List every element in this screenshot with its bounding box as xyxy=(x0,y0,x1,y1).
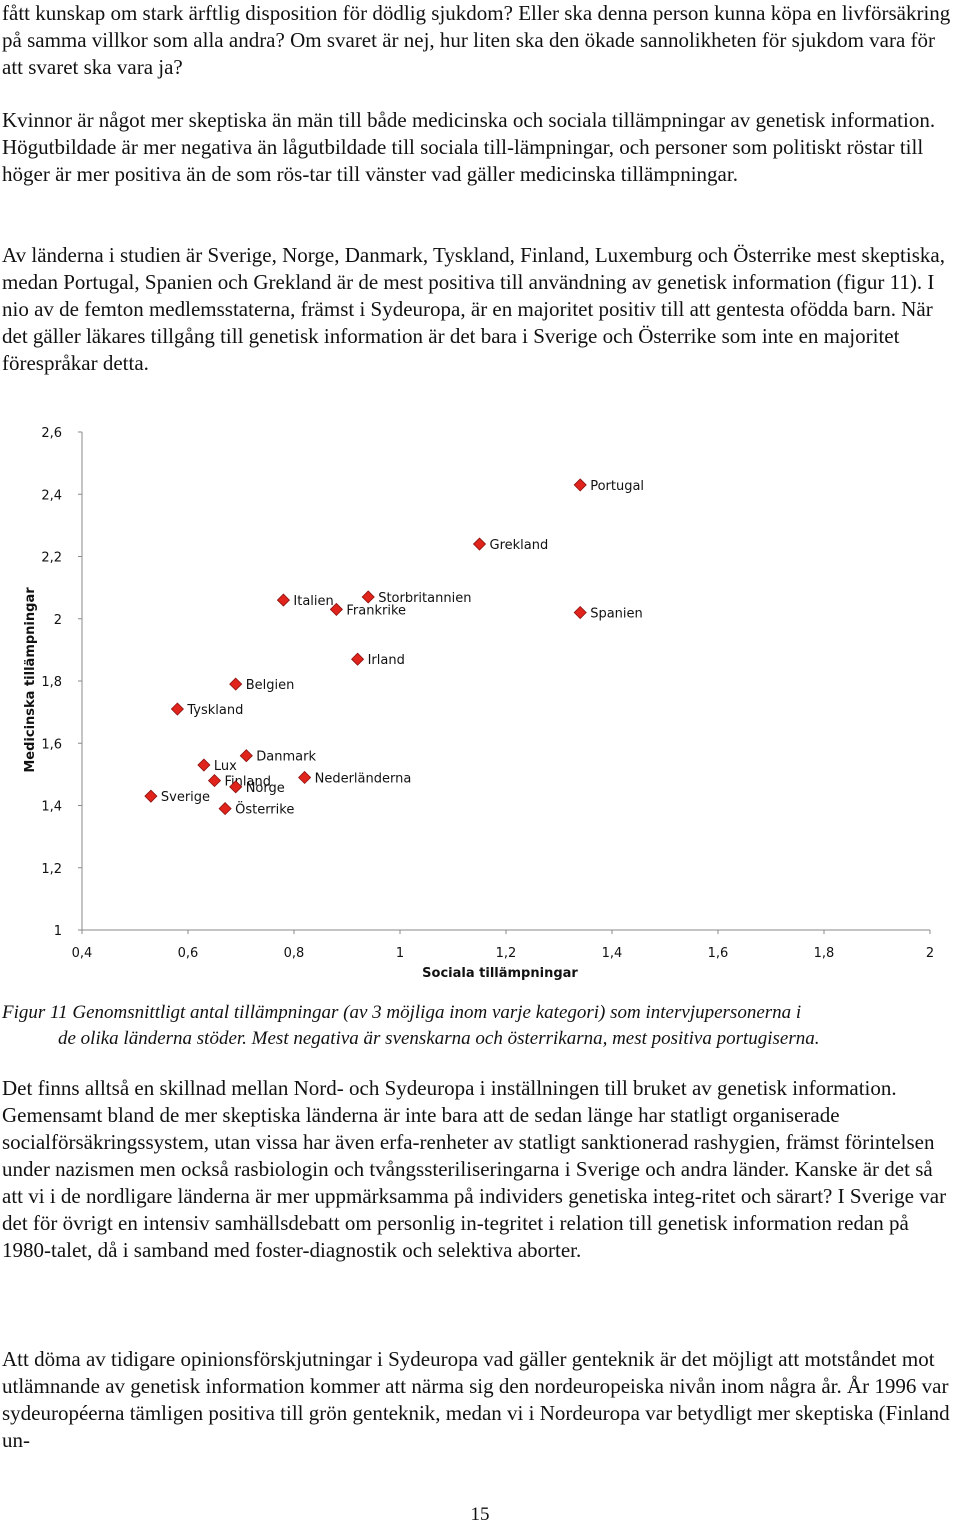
y-tick-label: 1,2 xyxy=(41,862,62,877)
diamond-marker xyxy=(229,780,243,794)
paragraph-north-south: Det finns alltså en skillnad mellan Nord… xyxy=(2,1076,947,1262)
page-number: 15 xyxy=(470,1504,490,1525)
y-tick-label: 1,8 xyxy=(41,675,62,690)
diamond-marker xyxy=(298,770,312,785)
data-point: Nederländerna xyxy=(298,770,412,786)
figure-caption-line-1: Figur 11 Genomsnittligt antal tillämpnin… xyxy=(2,1002,802,1023)
diamond-marker xyxy=(472,537,487,551)
paragraph-gender-education: Kvinnor är något mer skeptiska än män ti… xyxy=(2,108,936,186)
data-point: Österrike xyxy=(218,801,294,818)
data-point: Lux xyxy=(197,758,237,774)
data-point: Portugal xyxy=(573,478,644,494)
data-point: Frankrike xyxy=(329,602,406,618)
point-label: Norge xyxy=(246,781,285,796)
paragraph-countries: Av länderna i studien är Sverige, Norge,… xyxy=(2,243,945,375)
y-tick-label: 2,2 xyxy=(41,551,62,566)
point-label: Nederländerna xyxy=(315,771,412,786)
figure-caption-line-2: de olika länderna stöder. Mest negativa … xyxy=(58,1028,820,1049)
diamond-marker xyxy=(144,789,158,803)
diamond-marker xyxy=(197,758,211,772)
diamond-marker xyxy=(573,605,587,620)
point-label: Portugal xyxy=(590,479,644,494)
data-point: Irland xyxy=(351,652,405,668)
point-label: Spanien xyxy=(590,607,643,622)
x-tick-label: 1,6 xyxy=(708,946,729,961)
diamond-marker xyxy=(207,774,222,788)
data-point: Italien xyxy=(276,593,334,609)
point-label: Belgien xyxy=(246,678,295,693)
scatter-chart: 2,6 2,4 2,2 2 1,8 1,6 1,4 1,2 1 0,4 0,6 0,8 1 1,2 1,4… xyxy=(23,426,934,981)
data-point: Grekland xyxy=(472,537,549,553)
point-label: Irland xyxy=(368,653,405,668)
diamond-marker xyxy=(351,652,365,666)
x-tick-label: 0,8 xyxy=(284,946,305,961)
diamond-marker xyxy=(276,593,290,607)
paragraph-opinion-shift: Att döma av tidigare opinionsförskjutnin… xyxy=(2,1347,950,1452)
y-tick-label: 2,4 xyxy=(41,488,62,503)
diamond-marker xyxy=(229,677,243,691)
x-axis-label: Sociala tillämpningar xyxy=(422,966,578,981)
y-tick-label: 1,6 xyxy=(41,737,62,752)
diamond-marker xyxy=(239,749,253,763)
x-tick-label: 2 xyxy=(926,946,934,961)
data-point: Storbritannien xyxy=(361,590,471,606)
point-label: Italien xyxy=(293,594,333,609)
data-point: Norge xyxy=(229,780,285,796)
diamond-marker xyxy=(218,802,232,816)
figure-caption: Figur 11 Genomsnittligt antal tillämpnin… xyxy=(2,1000,952,1052)
data-point: Tyskland xyxy=(170,702,243,718)
y-tick-label: 2 xyxy=(54,613,62,628)
y-axis-ticks: 2,6 2,4 2,2 2 1,8 1,6 1,4 1,2 1 xyxy=(41,426,82,939)
diamond-marker xyxy=(361,590,375,604)
data-point: Spanien xyxy=(573,605,643,622)
point-label: Grekland xyxy=(490,538,549,553)
x-tick-label: 1,4 xyxy=(602,946,623,961)
x-tick-label: 1,2 xyxy=(496,946,517,961)
data-points: Portugal Grekland Italien StorbritannienFra… xyxy=(144,478,644,818)
x-tick-label: 0,4 xyxy=(72,946,93,961)
x-axis-ticks: 0,4 0,6 0,8 1 1,2 1,4 1,6 1,8 2 xyxy=(72,930,934,961)
data-point: Belgien xyxy=(229,677,295,693)
point-label: Lux xyxy=(214,759,237,774)
y-tick-label: 2,6 xyxy=(41,426,62,441)
data-point: Danmark xyxy=(239,749,316,765)
y-axis-label: Medicinska tillämpningar xyxy=(23,587,38,773)
x-tick-label: 1,8 xyxy=(814,946,835,961)
point-label: Tyskland xyxy=(186,703,243,718)
point-label: Frankrike xyxy=(346,603,406,618)
x-tick-label: 0,6 xyxy=(178,946,199,961)
chart-axes xyxy=(81,432,930,931)
diamond-marker xyxy=(573,478,587,492)
y-tick-label: 1,4 xyxy=(41,800,62,815)
point-label: Österrike xyxy=(235,801,294,818)
diamond-marker xyxy=(170,702,184,716)
point-label: Danmark xyxy=(256,750,316,765)
paragraph-intro: fått kunskap om stark ärftlig dispositio… xyxy=(2,1,951,79)
y-tick-label: 1 xyxy=(54,924,62,939)
point-label: Storbritannien xyxy=(378,591,471,606)
diamond-marker xyxy=(329,602,343,616)
data-point: Sverige xyxy=(144,789,210,805)
point-label: Sverige xyxy=(161,790,210,805)
x-tick-label: 1 xyxy=(396,946,404,961)
